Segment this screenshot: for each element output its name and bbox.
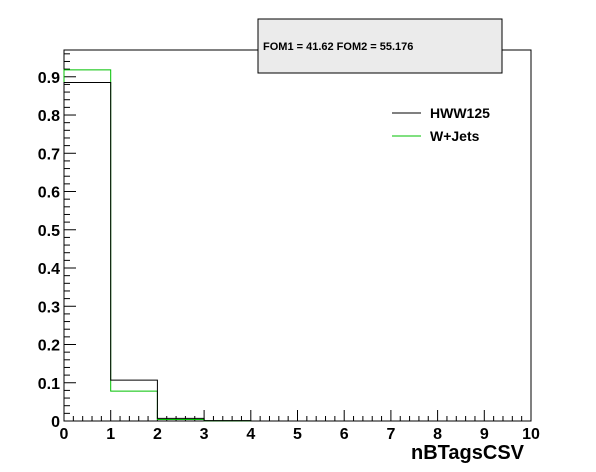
x-tick-label: 2 <box>153 426 162 443</box>
y-tick-label: 0.8 <box>38 108 60 125</box>
y-tick-label: 0.6 <box>38 185 60 202</box>
x-tick-label: 7 <box>386 426 395 443</box>
y-tick-label: 0.5 <box>38 223 60 240</box>
y-axis: 0 0.1 0.2 0.3 0.4 0.5 0.6 0.7 0.8 0.9 <box>38 53 76 431</box>
y-tick-label: 0 <box>51 414 60 431</box>
x-tick-label: 4 <box>246 426 255 443</box>
x-tick-label: 9 <box>480 426 489 443</box>
histogram-line-wjets <box>63 69 531 422</box>
fom-annotation: FOM1 = 41.62 FOM2 = 55.176 <box>263 41 413 53</box>
fom-box: FOM1 = 41.62 FOM2 = 55.176 <box>257 18 503 74</box>
x-tick-label: 6 <box>340 426 349 443</box>
x-tick-label: 10 <box>522 426 540 443</box>
legend: HWW125 W+Jets <box>392 105 490 144</box>
x-tick-label: 0 <box>60 426 69 443</box>
x-tick-label: 3 <box>200 426 209 443</box>
histogram-line-hww125 <box>63 82 531 422</box>
x-axis-title: nBTagsCSV <box>411 442 525 464</box>
y-tick-label: 0.7 <box>38 146 60 163</box>
series-layer <box>63 69 531 422</box>
y-tick-label: 0.2 <box>38 338 60 355</box>
legend-label-wjets: W+Jets <box>430 128 480 144</box>
y-tick-label: 0.4 <box>38 261 60 278</box>
y-tick-label: 0.9 <box>38 70 60 87</box>
y-tick-label: 0.1 <box>38 376 60 393</box>
x-tick-label: 8 <box>433 426 442 443</box>
legend-label-hww125: HWW125 <box>430 105 490 121</box>
x-tick-label: 1 <box>106 426 115 443</box>
y-tick-label: 0.3 <box>38 299 60 316</box>
x-tick-label: 5 <box>293 426 302 443</box>
x-axis: 0 1 2 3 4 5 6 7 8 9 10 <box>60 410 540 443</box>
